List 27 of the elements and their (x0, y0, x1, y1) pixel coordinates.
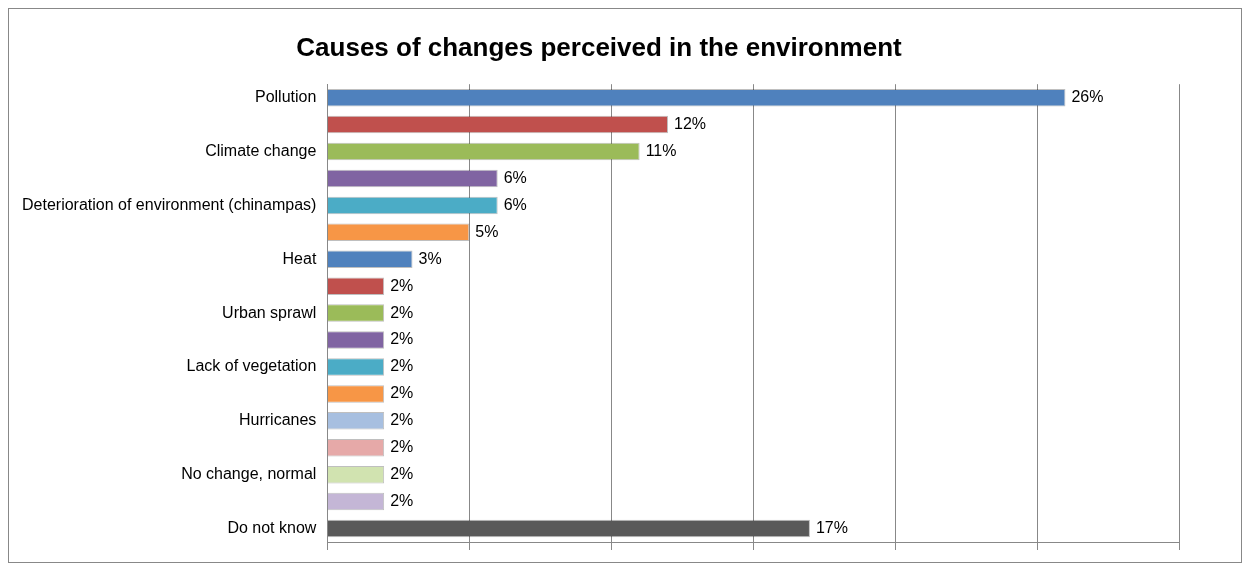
data-label: 3% (418, 249, 442, 267)
y-tick-label: Heat (282, 249, 317, 267)
chart-title: Causes of changes perceived in the environment (296, 31, 903, 62)
y-tick-label: Lack of vegetation (186, 357, 317, 375)
data-label: 6% (503, 195, 527, 213)
data-label: 2% (390, 357, 414, 375)
data-label: 2% (390, 276, 414, 294)
data-label: 6% (503, 168, 527, 186)
data-label: 5% (475, 222, 499, 240)
data-label: 2% (390, 411, 414, 429)
data-label: 2% (390, 384, 414, 402)
y-tick-label: Pollution (254, 88, 317, 106)
data-label: 2% (390, 465, 414, 483)
data-label: 2% (390, 492, 414, 510)
y-tick-label: No change, normal (181, 465, 317, 483)
data-label: 2% (390, 438, 414, 456)
data-label: 2% (390, 330, 414, 348)
y-tick-label: Do not know (227, 518, 317, 536)
data-label: 26% (1071, 88, 1104, 106)
y-tick-label: Urban sprawl (222, 303, 317, 321)
y-tick-label: Climate change (205, 141, 317, 159)
data-label: 12% (674, 115, 707, 132)
data-label: 17% (815, 518, 848, 536)
data-label: 11% (645, 141, 677, 159)
data-label: 2% (390, 303, 414, 321)
y-tick-label: Deterioration of environment (chinampas) (22, 195, 317, 213)
y-tick-label: Hurricanes (239, 411, 317, 429)
